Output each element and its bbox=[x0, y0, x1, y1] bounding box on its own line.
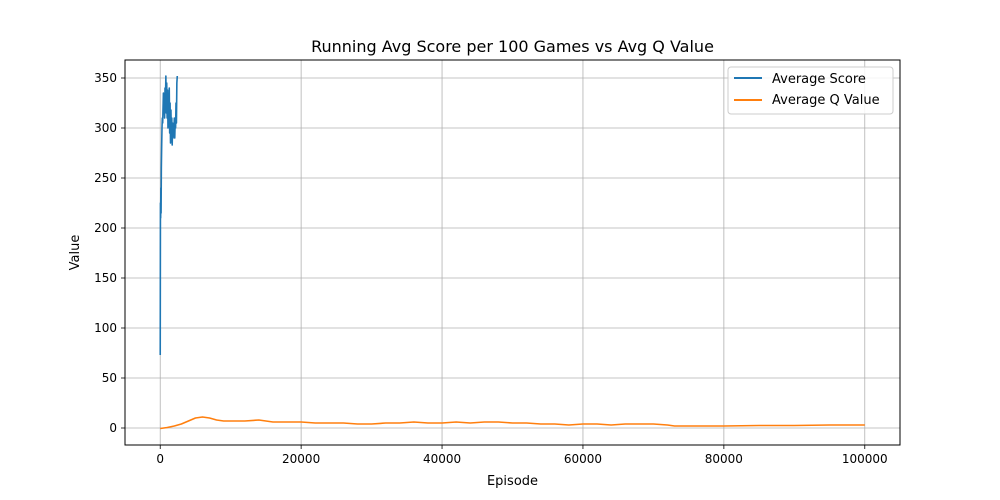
x-tick-label: 0 bbox=[156, 452, 164, 466]
legend-box bbox=[727, 66, 894, 115]
y-tick-label: 250 bbox=[94, 171, 117, 185]
y-tick-label: 0 bbox=[109, 421, 117, 435]
x-axis-label: Episode bbox=[487, 474, 538, 489]
y-tick-label: 50 bbox=[102, 371, 117, 385]
series-line-average-q-value bbox=[160, 416, 865, 430]
series-line-average-score bbox=[159, 75, 179, 356]
y-axis-label: Value bbox=[68, 235, 83, 271]
plot-frame bbox=[124, 59, 901, 446]
legend-label-average-score: Average Score bbox=[772, 72, 866, 87]
x-tick-label: 40000 bbox=[423, 452, 461, 466]
y-tick-label: 100 bbox=[94, 321, 117, 335]
series-layer bbox=[159, 75, 865, 430]
x-tick-label: 20000 bbox=[282, 452, 320, 466]
legend-label-average-q-value: Average Q Value bbox=[772, 93, 880, 108]
x-tick-label: 80000 bbox=[705, 452, 743, 466]
axis-ticks: 0 20000 40000 60000 80000 100000 0 50 100 150 200 2… bbox=[94, 71, 888, 466]
y-tick-label: 300 bbox=[94, 121, 117, 135]
grid-lines bbox=[125, 60, 900, 445]
y-tick-label: 150 bbox=[94, 271, 117, 285]
y-tick-label: 200 bbox=[94, 221, 117, 235]
legend: Average Score Average Q Value bbox=[727, 66, 894, 115]
x-tick-label: 60000 bbox=[564, 452, 602, 466]
x-tick-label: 100000 bbox=[842, 452, 888, 466]
y-tick-label: 350 bbox=[94, 71, 117, 85]
chart-title: Running Avg Score per 100 Games vs Avg Q… bbox=[311, 37, 714, 56]
